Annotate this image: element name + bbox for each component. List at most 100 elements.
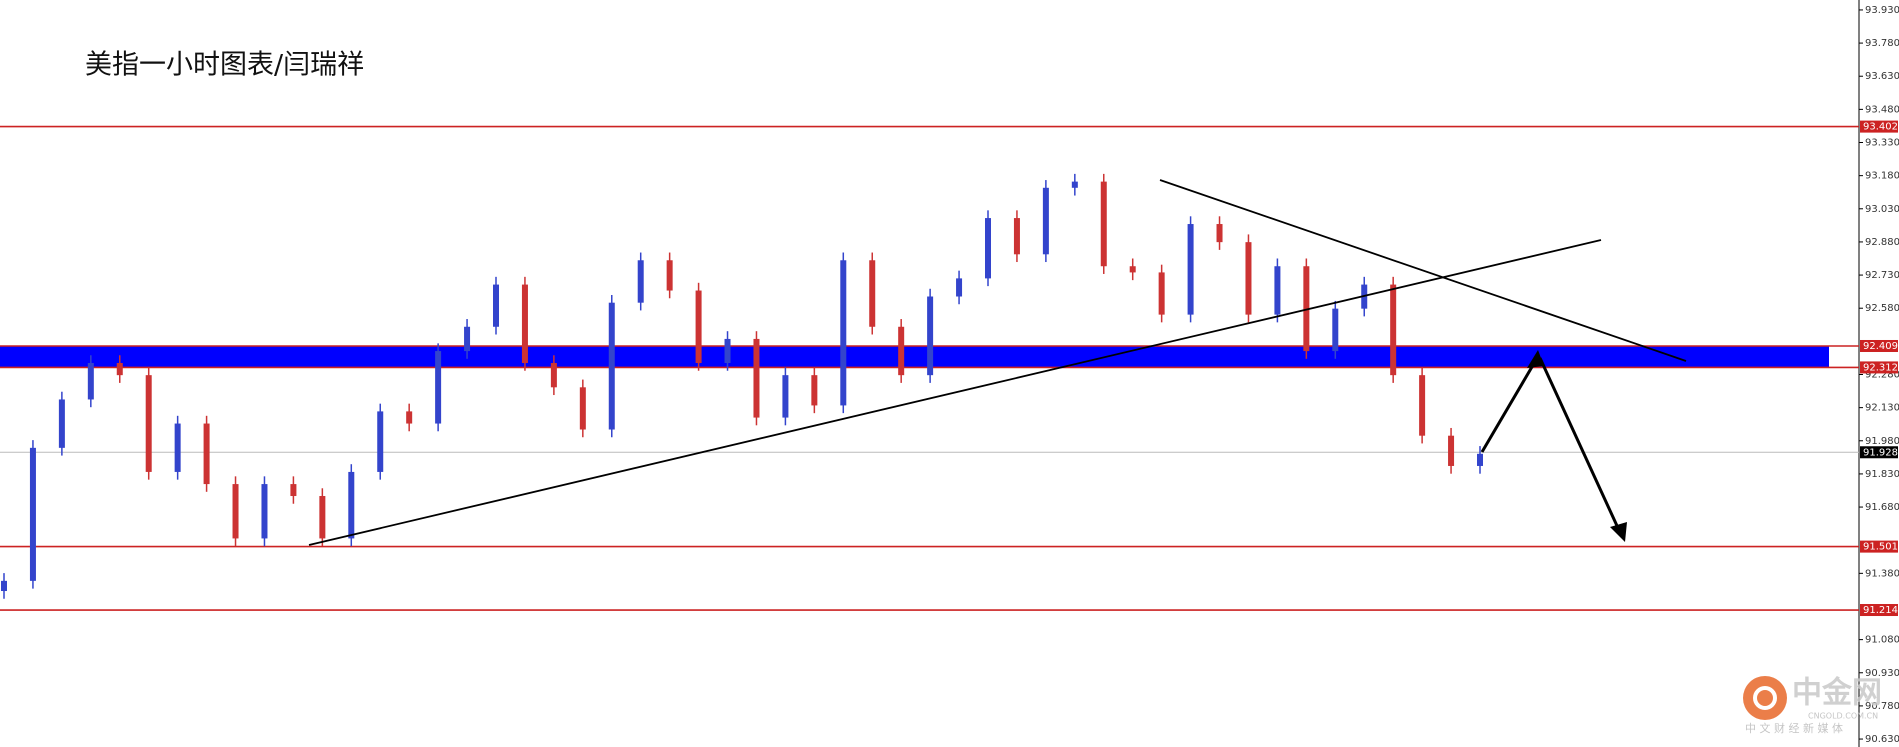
candle-body [232,484,239,539]
logo [1743,676,1787,720]
candle-body [145,375,152,472]
y-tick-label: 91.380 [1865,568,1899,579]
trend-line [308,239,1602,546]
candle-body [377,411,384,472]
arrow [1480,359,1538,453]
chart-title: 美指一小时图表/闫瑞祥 [85,50,364,81]
level-label: 93.402 [1863,122,1898,133]
y-tick-label: 93.780 [1865,38,1899,49]
candle-body [1158,272,1165,315]
candle-body [753,338,760,418]
annotations [308,179,1687,546]
level-label: 91.214 [1863,605,1898,616]
candle-body [956,278,963,297]
zone [0,345,1829,368]
level-label-bg [1860,120,1898,133]
candle-body [666,260,673,291]
last-price-label: 91.928 [1863,447,1898,458]
level-label: 92.409 [1863,341,1898,352]
candle-body [1390,284,1397,376]
candle-body [1071,181,1078,188]
watermark-slogan: 中 文 财 经 新 媒 体 [1745,721,1843,735]
candle-body [811,375,818,406]
candle-body [1042,187,1049,255]
y-tick-label: 92.280 [1865,369,1899,380]
candle-body [1129,266,1136,273]
candle-body [1013,218,1020,255]
candle-body [29,447,36,581]
arrowhead [1610,522,1627,542]
candle-body [464,326,471,352]
last-price-bg [1860,446,1898,459]
level-label: 91.501 [1863,542,1898,553]
watermark-site: CNGOLD.COM.CN [1808,712,1878,721]
level-label-bg [1860,604,1898,617]
candle-body [985,218,991,279]
candle-body [261,484,268,539]
candle-body [927,296,934,376]
candle-body [1,580,7,592]
y-tick-label: 90.780 [1865,701,1899,712]
candle-body [435,351,442,424]
candle-body [608,302,615,430]
candle-body [1332,308,1339,352]
candle-body [174,423,181,472]
candle-body [319,496,326,539]
candle-body [869,260,876,327]
candle-body [58,399,65,448]
candle-body [637,260,644,303]
candle-body [1187,224,1194,315]
y-tick-label: 91.680 [1865,502,1899,513]
candle-body [1245,242,1252,315]
plot: 93.930 93.780 93.630 93.480 93.330 93.180 93.0… [0,5,1899,745]
level-label-bg [1860,339,1898,352]
candle-body [1216,224,1223,243]
arrow [1538,357,1620,529]
candle-body [1274,266,1281,315]
y-tick-label: 92.130 [1865,403,1899,414]
candle-body [1477,453,1483,466]
candle-body [1419,375,1426,436]
watermark-brand: 中金网 [1792,676,1882,711]
candle-body [348,471,355,539]
candle-body [406,411,413,424]
candle-body [203,423,210,485]
logo-mark [1753,686,1777,710]
candle-body [840,260,847,406]
y-tick-label: 92.880 [1865,237,1899,248]
y-tick-label: 93.030 [1865,204,1899,215]
arrowhead [1527,350,1544,368]
candle-body [87,363,94,400]
y-tick-label: 92.730 [1865,270,1899,281]
y-tick-label: 92.580 [1865,303,1899,314]
candle-body [1100,181,1107,267]
y-tick-label: 91.080 [1865,635,1899,646]
candle-body [695,290,702,364]
candle-body [521,284,528,364]
y-tick-label: 90.930 [1865,668,1899,679]
y-tick-label: 93.630 [1865,71,1899,82]
candle-body [290,484,297,497]
level-label: 92.312 [1863,362,1898,373]
y-tick-label: 93.330 [1865,138,1899,149]
y-tick-label: 93.480 [1865,104,1899,115]
candle-body [898,326,905,376]
candle-body [782,375,789,418]
y-tick-label: 93.180 [1865,171,1899,182]
y-tick-label: 93.930 [1865,5,1899,16]
trend-line [1159,179,1687,362]
candle-body [550,363,557,388]
y-tick-label: 91.980 [1865,436,1899,447]
level-label-bg [1860,361,1898,374]
y-tick-label: 91.830 [1865,469,1899,480]
candle-body [493,284,499,327]
candle-body [116,363,123,376]
watermark: 中金网 CNGOLD.COM.CN 中 文 财 经 新 媒 体 [1743,676,1882,735]
level-label-bg [1860,540,1898,553]
candle-body [1448,435,1455,466]
y-tick-label: 90.630 [1865,734,1899,745]
candle-body [724,338,731,364]
